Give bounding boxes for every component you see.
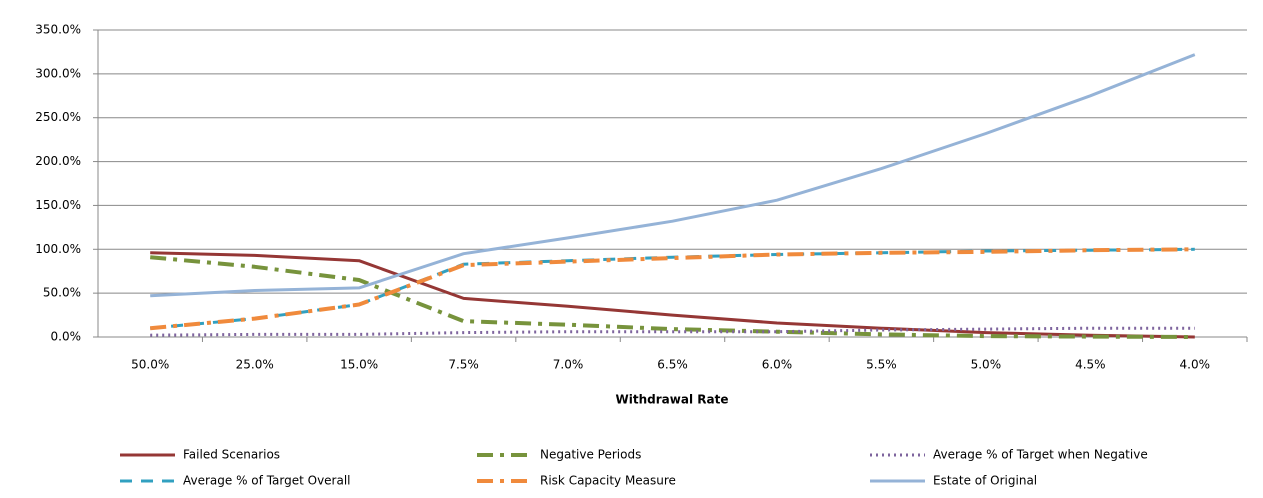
y-tick-label: 200.0%: [35, 154, 81, 168]
legend-label: Average % of Target Overall: [183, 474, 351, 488]
series-line: [150, 247, 1195, 331]
series-line: [150, 255, 1195, 339]
x-tick-label: 5.5%: [866, 358, 897, 372]
x-tick-label: 15.0%: [340, 358, 378, 372]
x-tick-label: 6.0%: [762, 358, 793, 372]
x-tick-label: 25.0%: [236, 358, 274, 372]
x-tick-label: 4.0%: [1180, 358, 1211, 372]
y-tick-label: 350.0%: [35, 23, 81, 37]
legend-label: Negative Periods: [540, 448, 641, 462]
y-tick-label: 250.0%: [35, 110, 81, 124]
legend-label: Risk Capacity Measure: [540, 474, 676, 488]
x-tick-label: 6.5%: [657, 358, 688, 372]
y-tick-label: 0.0%: [51, 330, 82, 344]
y-tick-label: 100.0%: [35, 242, 81, 256]
legend-label: Failed Scenarios: [183, 448, 280, 462]
series-line: [150, 53, 1196, 298]
series-line: [150, 326, 1195, 337]
y-tick-label: 150.0%: [35, 198, 81, 212]
series-line: [150, 251, 1195, 339]
legend-label: Average % of Target when Negative: [933, 448, 1148, 462]
x-tick-label: 7.0%: [553, 358, 584, 372]
y-tick-label: 50.0%: [43, 286, 81, 300]
x-axis-title: Withdrawal Rate: [616, 393, 729, 407]
x-tick-label: 4.5%: [1075, 358, 1106, 372]
legend-label: Estate of Original: [933, 474, 1037, 488]
y-tick-label: 300.0%: [35, 66, 81, 80]
x-tick-label: 50.0%: [131, 358, 169, 372]
x-tick-label: 5.0%: [971, 358, 1002, 372]
x-tick-label: 7.5%: [448, 358, 479, 372]
